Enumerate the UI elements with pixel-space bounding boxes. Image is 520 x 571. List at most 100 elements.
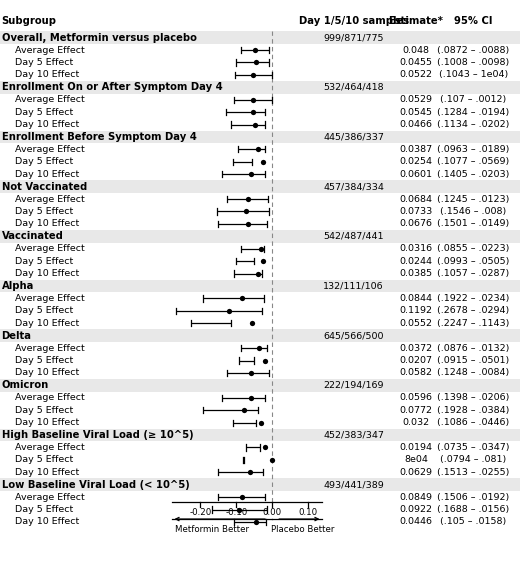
Text: Estimate*: Estimate*: [388, 16, 444, 26]
Text: Average Effect: Average Effect: [15, 344, 84, 353]
Text: Omicron: Omicron: [2, 380, 49, 391]
Text: (.1086 – .0446): (.1086 – .0446): [437, 418, 509, 427]
Text: Day 5 Effect: Day 5 Effect: [15, 107, 73, 116]
Bar: [0, 478, 520, 491]
Text: (.1546 – .008): (.1546 – .008): [440, 207, 506, 216]
Text: 0.0596: 0.0596: [399, 393, 433, 403]
Text: Day 10 Effect: Day 10 Effect: [15, 368, 79, 377]
Text: Day 5 Effect: Day 5 Effect: [15, 505, 73, 514]
Text: (.1284 – .0194): (.1284 – .0194): [437, 107, 509, 116]
Text: (.1134 – .0202): (.1134 – .0202): [437, 120, 510, 129]
Text: (.1248 – .0084): (.1248 – .0084): [437, 368, 509, 377]
Text: Day 5 Effect: Day 5 Effect: [15, 207, 73, 216]
Bar: [0, 429, 520, 441]
Text: (.1405 – .0203): (.1405 – .0203): [437, 170, 510, 179]
Text: 0.0372: 0.0372: [399, 344, 433, 353]
Text: 0.0387: 0.0387: [399, 145, 433, 154]
Text: 0.0529: 0.0529: [399, 95, 433, 104]
Text: Average Effect: Average Effect: [15, 145, 84, 154]
Text: Day 10 Effect: Day 10 Effect: [15, 468, 79, 477]
Text: (.0855 – .0223): (.0855 – .0223): [437, 244, 510, 254]
Text: 0.0316: 0.0316: [399, 244, 433, 254]
Text: Delta: Delta: [2, 331, 32, 341]
Text: 999/871/775: 999/871/775: [323, 33, 384, 42]
Text: Day 5 Effect: Day 5 Effect: [15, 256, 73, 266]
Text: -0.20: -0.20: [189, 508, 212, 517]
Text: Day 10 Effect: Day 10 Effect: [15, 418, 79, 427]
Text: Average Effect: Average Effect: [15, 294, 84, 303]
Text: Overall, Metformin versus placebo: Overall, Metformin versus placebo: [2, 33, 197, 43]
Text: (.1008 – .0098): (.1008 – .0098): [437, 58, 509, 67]
Text: Average Effect: Average Effect: [15, 195, 84, 204]
Text: 0.0601: 0.0601: [399, 170, 433, 179]
Text: 0.0733: 0.0733: [399, 207, 433, 216]
Text: 645/566/500: 645/566/500: [323, 331, 384, 340]
Text: (.1506 – .0192): (.1506 – .0192): [437, 493, 509, 502]
Bar: [0, 329, 520, 342]
Text: Alpha: Alpha: [2, 281, 34, 291]
Text: Day 5 Effect: Day 5 Effect: [15, 405, 73, 415]
Text: (.0876 – .0132): (.0876 – .0132): [437, 344, 510, 353]
Text: 0.0545: 0.0545: [399, 107, 433, 116]
Text: Average Effect: Average Effect: [15, 443, 84, 452]
Text: 445/386/337: 445/386/337: [323, 132, 384, 142]
Text: 0.0922: 0.0922: [399, 505, 433, 514]
Text: Day 10 Effect: Day 10 Effect: [15, 170, 79, 179]
Bar: [0, 31, 520, 44]
Text: 452/383/347: 452/383/347: [323, 431, 384, 440]
Text: 0.00: 0.00: [263, 508, 282, 517]
Text: 0.0244: 0.0244: [399, 256, 433, 266]
Text: 0.0194: 0.0194: [399, 443, 433, 452]
Text: (.1513 – .0255): (.1513 – .0255): [437, 468, 510, 477]
Bar: [0, 131, 520, 143]
Text: Low Baseline Viral Load (< 10^5): Low Baseline Viral Load (< 10^5): [2, 480, 189, 490]
Text: 0.0772: 0.0772: [399, 405, 433, 415]
Text: 132/111/106: 132/111/106: [323, 282, 384, 291]
Text: Average Effect: Average Effect: [15, 244, 84, 254]
Text: (.1928 – .0384): (.1928 – .0384): [437, 405, 510, 415]
Text: 0.10: 0.10: [298, 508, 318, 517]
Bar: [0, 230, 520, 243]
Text: 0.0522: 0.0522: [399, 70, 433, 79]
Text: 0.0849: 0.0849: [399, 493, 433, 502]
Text: (.1043 – 1e04): (.1043 – 1e04): [438, 70, 508, 79]
Text: 0.0582: 0.0582: [399, 368, 433, 377]
Text: (.107 – .0012): (.107 – .0012): [440, 95, 506, 104]
Text: Day 10 Effect: Day 10 Effect: [15, 269, 79, 278]
Text: 222/194/169: 222/194/169: [323, 381, 384, 390]
Text: (.1501 – .0149): (.1501 – .0149): [437, 219, 509, 228]
Text: Day 10 Effect: Day 10 Effect: [15, 120, 79, 129]
Text: Day 1/5/10 samples: Day 1/5/10 samples: [298, 16, 409, 26]
Text: Day 5 Effect: Day 5 Effect: [15, 157, 73, 166]
Text: Day 5 Effect: Day 5 Effect: [15, 455, 73, 464]
Text: 542/487/441: 542/487/441: [323, 232, 384, 241]
Text: (.1077 – .0569): (.1077 – .0569): [437, 157, 509, 166]
Text: 0.0629: 0.0629: [399, 468, 433, 477]
Text: 0.0446: 0.0446: [399, 517, 433, 526]
Text: 532/464/418: 532/464/418: [323, 83, 384, 92]
Text: Average Effect: Average Effect: [15, 493, 84, 502]
Text: (.1245 – .0123): (.1245 – .0123): [437, 195, 510, 204]
Text: (.105 – .0158): (.105 – .0158): [440, 517, 506, 526]
Text: Placebo Better: Placebo Better: [270, 525, 334, 534]
Text: (.1688 – .0156): (.1688 – .0156): [437, 505, 509, 514]
Text: 457/384/334: 457/384/334: [323, 182, 384, 191]
Text: 0.0254: 0.0254: [399, 157, 433, 166]
Text: (.0963 – .0189): (.0963 – .0189): [437, 145, 510, 154]
Text: (.0735 – .0347): (.0735 – .0347): [437, 443, 510, 452]
Text: Enrollment Before Symptom Day 4: Enrollment Before Symptom Day 4: [2, 132, 197, 142]
Text: Enrollment On or After Symptom Day 4: Enrollment On or After Symptom Day 4: [2, 82, 223, 93]
Text: 95% CI: 95% CI: [454, 16, 492, 26]
Text: 0.0844: 0.0844: [399, 294, 433, 303]
Text: Average Effect: Average Effect: [15, 393, 84, 403]
Text: Day 10 Effect: Day 10 Effect: [15, 319, 79, 328]
Text: High Baseline Viral Load (≥ 10^5): High Baseline Viral Load (≥ 10^5): [2, 430, 193, 440]
Text: 0.1192: 0.1192: [399, 306, 433, 315]
Text: Day 5 Effect: Day 5 Effect: [15, 356, 73, 365]
Text: 0.0385: 0.0385: [399, 269, 433, 278]
Text: 8e04: 8e04: [404, 455, 428, 464]
Text: 0.0207: 0.0207: [399, 356, 433, 365]
Text: 0.032: 0.032: [402, 418, 430, 427]
Text: Day 5 Effect: Day 5 Effect: [15, 306, 73, 315]
Text: 493/441/389: 493/441/389: [323, 480, 384, 489]
